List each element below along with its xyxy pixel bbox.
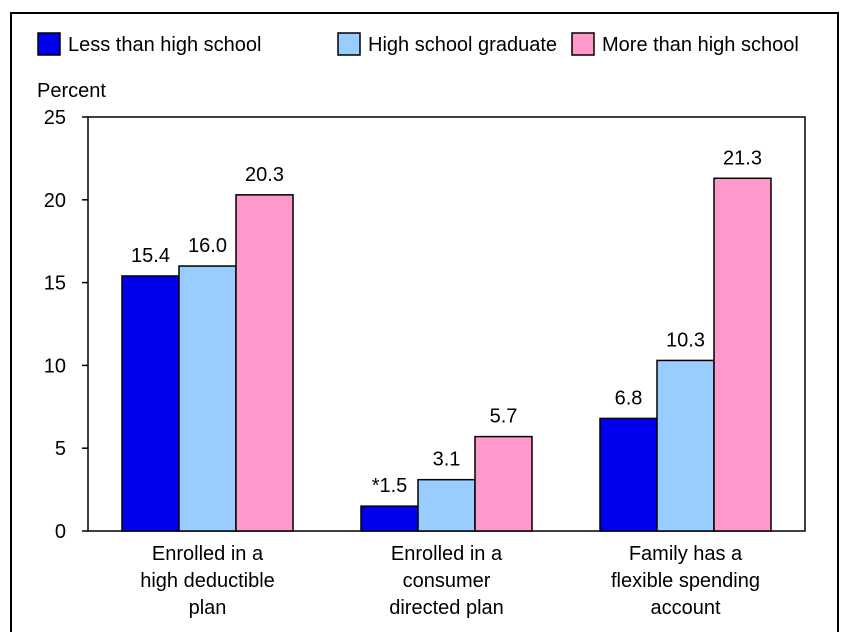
bar-value-label: 10.3 bbox=[666, 329, 705, 351]
bar-2-3 bbox=[656, 359, 715, 532]
bar-value-label: 6.8 bbox=[615, 387, 643, 409]
bar-value-label: *1.5 bbox=[372, 475, 408, 497]
bar-value-label: 16.0 bbox=[188, 235, 227, 257]
legend-swatch-2 bbox=[337, 32, 361, 56]
x-category-label: directed plan bbox=[389, 597, 504, 619]
y-tick-label: 5 bbox=[55, 438, 66, 460]
x-category-label: Enrolled in a bbox=[152, 543, 264, 565]
x-category-label: consumer bbox=[403, 570, 491, 592]
bar-3-3 bbox=[713, 177, 772, 532]
legend-swatch-1 bbox=[37, 32, 61, 56]
bar-2-1 bbox=[178, 265, 237, 532]
bar-1-3 bbox=[599, 417, 658, 532]
legend-swatch-3 bbox=[571, 32, 595, 56]
x-category-label: plan bbox=[189, 597, 227, 619]
y-tick-label: 25 bbox=[44, 107, 66, 129]
bar-3-1 bbox=[235, 194, 294, 532]
x-category-label: Enrolled in a bbox=[391, 543, 503, 565]
x-category-label: flexible spending bbox=[611, 570, 760, 592]
bar-value-label: 20.3 bbox=[245, 164, 284, 186]
legend-label-1: Less than high school bbox=[68, 34, 261, 56]
legend-label-2: High school graduate bbox=[368, 34, 557, 56]
bar-value-label: 3.1 bbox=[433, 449, 461, 471]
bar-1-2 bbox=[360, 505, 419, 532]
bar-value-label: 21.3 bbox=[723, 147, 762, 169]
x-category-label: account bbox=[650, 597, 720, 619]
x-category-label: high deductible bbox=[140, 570, 275, 592]
y-tick-label: 0 bbox=[55, 521, 66, 543]
legend-label-3: More than high school bbox=[602, 34, 799, 56]
y-tick-label: 10 bbox=[44, 355, 66, 377]
bar-value-label: 5.7 bbox=[490, 406, 518, 428]
y-axis-label: Percent bbox=[37, 80, 106, 102]
x-category-label: Family has a bbox=[629, 543, 743, 565]
bar-value-label: 15.4 bbox=[131, 245, 170, 267]
bar-1-1 bbox=[121, 275, 180, 532]
y-tick-label: 15 bbox=[44, 273, 66, 295]
chart-frame bbox=[10, 12, 839, 632]
y-tick-label: 20 bbox=[44, 190, 66, 212]
bar-3-2 bbox=[474, 435, 533, 532]
bar-2-2 bbox=[417, 478, 476, 532]
